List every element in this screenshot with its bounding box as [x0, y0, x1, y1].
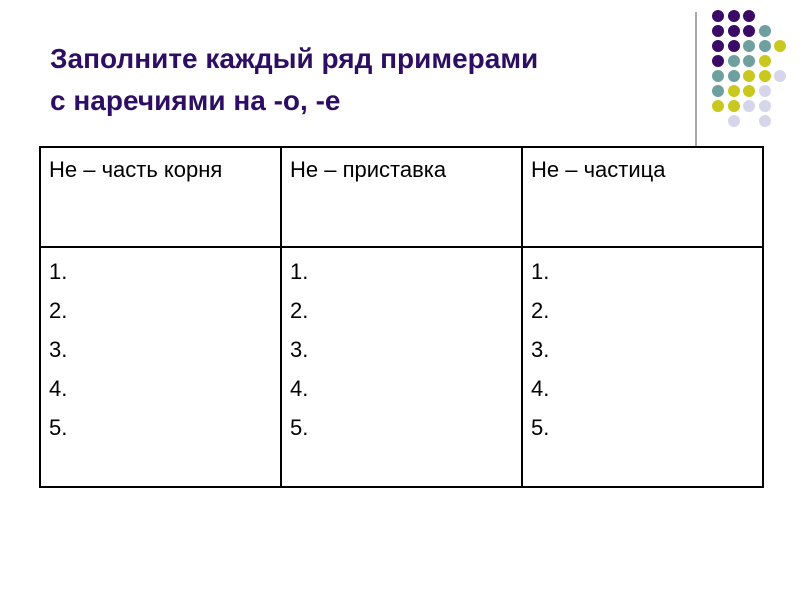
dot-lavender [743, 100, 755, 112]
dot-yellow [727, 85, 740, 97]
header-cell: Не – приставка [280, 146, 523, 248]
dot-purple [727, 10, 740, 22]
slide-title: Заполните каждый ряд примерами с наречия… [50, 38, 690, 122]
dot-purple [743, 25, 755, 37]
table-cell: 1. 2. 3. 4. 5. [521, 246, 764, 488]
list-number: 5. [49, 415, 68, 440]
dot-lavender [758, 100, 771, 112]
dot-purple [712, 55, 724, 67]
dot-purple [727, 25, 740, 37]
list-number: 4. [531, 376, 550, 401]
list-number: 4. [290, 376, 309, 401]
dot-teal [758, 40, 771, 52]
dot-purple [727, 40, 740, 52]
header-cell: Не – часть корня [39, 146, 282, 248]
dot-teal [727, 55, 740, 67]
dot-teal [727, 70, 740, 82]
dot-teal [743, 55, 755, 67]
divider-line [695, 12, 697, 146]
list-number: 1. [531, 259, 550, 284]
table-cell: 1. 2. 3. 4. 5. [39, 246, 282, 488]
dot-teal [712, 85, 724, 97]
dot-yellow [727, 100, 740, 112]
dot-purple [712, 25, 724, 37]
dot-yellow [758, 70, 771, 82]
list-number: 5. [531, 415, 550, 440]
exercise-table: Не – часть корня Не – приставка Не – час… [39, 146, 764, 488]
dot-purple [712, 40, 724, 52]
title-line-1: Заполните каждый ряд примерами [50, 43, 539, 74]
dot-yellow [758, 55, 771, 67]
list-number: 3. [49, 337, 68, 362]
dot-yellow [774, 40, 786, 52]
table-header-row: Не – часть корня Не – приставка Не – час… [39, 146, 764, 248]
list-number: 4. [49, 376, 68, 401]
dot-yellow [712, 100, 724, 112]
list-number: 1. [290, 259, 309, 284]
dot-purple [743, 10, 755, 22]
list-number: 2. [49, 298, 68, 323]
table-cell: 1. 2. 3. 4. 5. [280, 246, 523, 488]
list-number: 2. [531, 298, 550, 323]
dot-yellow [743, 85, 755, 97]
dot-purple [712, 10, 724, 22]
list-number: 2. [290, 298, 309, 323]
list-number: 5. [290, 415, 309, 440]
dot-teal [743, 40, 755, 52]
dot-lavender [758, 115, 771, 127]
dot-lavender [758, 85, 771, 97]
dot-lavender [774, 70, 786, 82]
list-number: 1. [49, 259, 68, 284]
list-number: 3. [290, 337, 309, 362]
header-cell: Не – частица [521, 146, 764, 248]
dot-teal [712, 70, 724, 82]
list-number: 3. [531, 337, 550, 362]
table-row: 1. 2. 3. 4. 5. 1. 2. 3. 4. 5. 1. 2. 3. 4… [39, 246, 764, 488]
dot-lavender [727, 115, 740, 127]
title-line-2: с наречиями на -о, -е [50, 85, 341, 116]
dot-yellow [743, 70, 755, 82]
dot-teal [758, 25, 771, 37]
